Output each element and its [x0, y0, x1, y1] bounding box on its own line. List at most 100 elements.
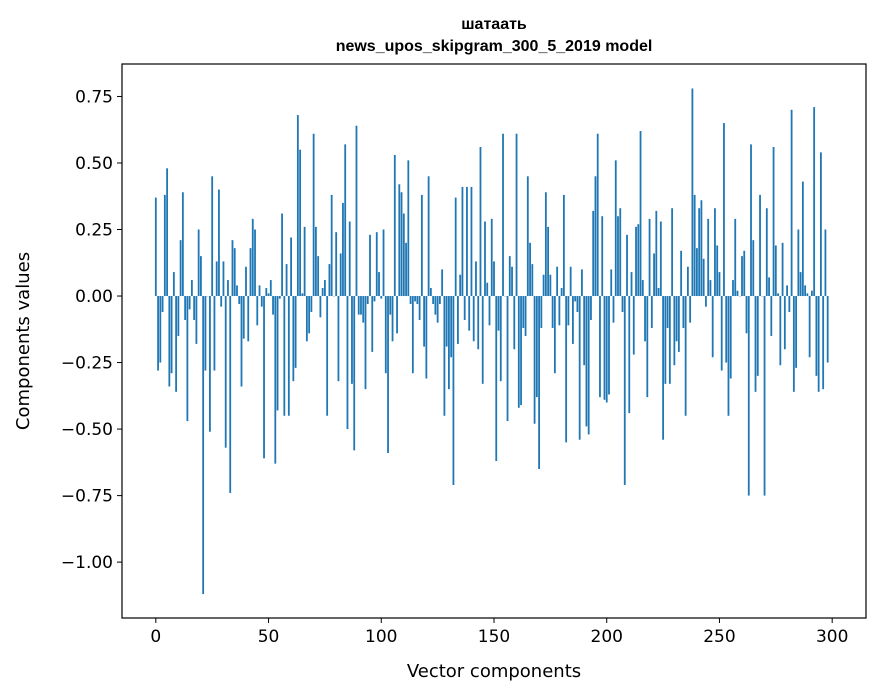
- bar-component-99: [378, 272, 380, 297]
- bar-component-22: [204, 296, 207, 371]
- bar-component-277: [779, 296, 782, 366]
- bar-component-108: [398, 184, 401, 297]
- x-axis: 0 50 100 150 200 250 300: [150, 618, 848, 647]
- bar-component-265: [752, 240, 755, 297]
- bar-component-54: [276, 296, 279, 411]
- bar-component-250: [718, 272, 721, 297]
- x-tick-label: 100: [365, 627, 397, 647]
- bar-component-105: [391, 296, 394, 342]
- bar-component-145: [481, 296, 484, 384]
- bar-component-13: [184, 296, 187, 320]
- bar-component-164: [524, 296, 527, 336]
- bar-component-127: [441, 269, 444, 297]
- bar-component-30: [222, 261, 225, 297]
- bar-component-33: [229, 296, 232, 493]
- x-tick-label: 50: [258, 627, 280, 647]
- bar-component-136: [461, 186, 464, 297]
- bar-component-61: [292, 296, 295, 382]
- bar-component-251: [720, 296, 723, 371]
- bar-component-237: [689, 296, 692, 323]
- bar-component-180: [560, 288, 563, 297]
- bar-component-236: [686, 266, 689, 297]
- bar-component-35: [233, 248, 236, 297]
- bar-component-3: [161, 296, 164, 312]
- bar-component-140: [470, 186, 473, 297]
- bar-component-215: [639, 131, 642, 297]
- bar-component-135: [459, 274, 462, 297]
- bar-component-162: [520, 296, 522, 406]
- bar-component-43: [251, 218, 254, 297]
- plot-frame: [121, 63, 867, 619]
- y-tick-label: −0.25: [61, 354, 113, 374]
- bar-component-8: [172, 272, 175, 297]
- bar-component-202: [610, 269, 613, 297]
- bar-component-72: [317, 256, 320, 297]
- bar-component-161: [517, 296, 520, 408]
- bar-component-176: [551, 296, 554, 328]
- y-tick-label: −0.75: [61, 487, 113, 507]
- bar-component-190: [583, 296, 586, 366]
- bar-component-149: [490, 218, 493, 297]
- bar-component-171: [540, 296, 543, 328]
- bar-component-172: [542, 274, 545, 297]
- bar-component-260: [741, 256, 743, 297]
- bar-component-86: [348, 221, 351, 297]
- bar-component-15: [188, 296, 191, 310]
- bar-component-71: [314, 226, 317, 297]
- bar-component-98: [375, 232, 378, 297]
- y-axis: 0.75 0.50 0.25 0.00 −0.25 −0.50 −0.75 −1.00: [61, 87, 122, 573]
- bar-component-75: [324, 280, 326, 297]
- bar-component-281: [788, 296, 791, 312]
- bar-component-274: [772, 147, 775, 297]
- bar-component-132: [452, 296, 455, 485]
- bar-component-34: [231, 240, 234, 297]
- bar-component-104: [389, 296, 392, 315]
- bar-component-291: [810, 290, 813, 297]
- bar-component-46: [258, 285, 261, 297]
- bar-component-48: [263, 296, 265, 459]
- bar-component-147: [486, 282, 489, 297]
- bar-component-280: [786, 285, 788, 297]
- bar-component-276: [777, 293, 779, 297]
- bar-component-10: [177, 296, 180, 336]
- bar-component-216: [641, 280, 644, 297]
- bar-component-82: [339, 253, 342, 297]
- bar-component-138: [466, 186, 468, 297]
- bar-component-163: [522, 296, 525, 328]
- bar-component-293: [815, 296, 818, 376]
- y-tick-label: −0.50: [61, 420, 113, 440]
- bar-component-1: [157, 296, 159, 371]
- bar-component-126: [438, 296, 441, 305]
- bar-component-118: [420, 194, 423, 297]
- bar-component-73: [319, 296, 322, 318]
- bar-component-238: [691, 88, 694, 297]
- bar-component-175: [549, 274, 552, 297]
- bar-component-38: [240, 296, 243, 387]
- bar-component-198: [601, 216, 604, 297]
- bar-component-137: [463, 296, 466, 320]
- bar-component-261: [743, 250, 746, 297]
- x-tick-label: 250: [703, 627, 735, 647]
- bar-component-124: [434, 296, 437, 315]
- bar-component-234: [682, 296, 685, 328]
- bar-component-226: [664, 296, 667, 384]
- bar-component-148: [488, 296, 491, 326]
- bar-component-257: [734, 218, 737, 297]
- bar-component-42: [249, 248, 252, 297]
- bar-component-256: [732, 280, 734, 297]
- bar-component-97: [373, 296, 376, 302]
- x-tick-label: 0: [150, 627, 161, 647]
- bar-component-142: [475, 261, 477, 297]
- bar-component-240: [696, 248, 698, 297]
- bar-component-283: [792, 296, 795, 392]
- bar-component-239: [693, 194, 696, 297]
- bar-component-12: [181, 192, 184, 297]
- bar-component-184: [569, 266, 572, 297]
- bar-component-288: [804, 285, 807, 297]
- bar-component-264: [750, 144, 752, 297]
- bar-component-217: [644, 296, 646, 342]
- bar-component-195: [594, 176, 597, 297]
- bar-component-169: [535, 296, 538, 398]
- bar-component-120: [425, 296, 428, 379]
- bar-component-220: [650, 296, 653, 328]
